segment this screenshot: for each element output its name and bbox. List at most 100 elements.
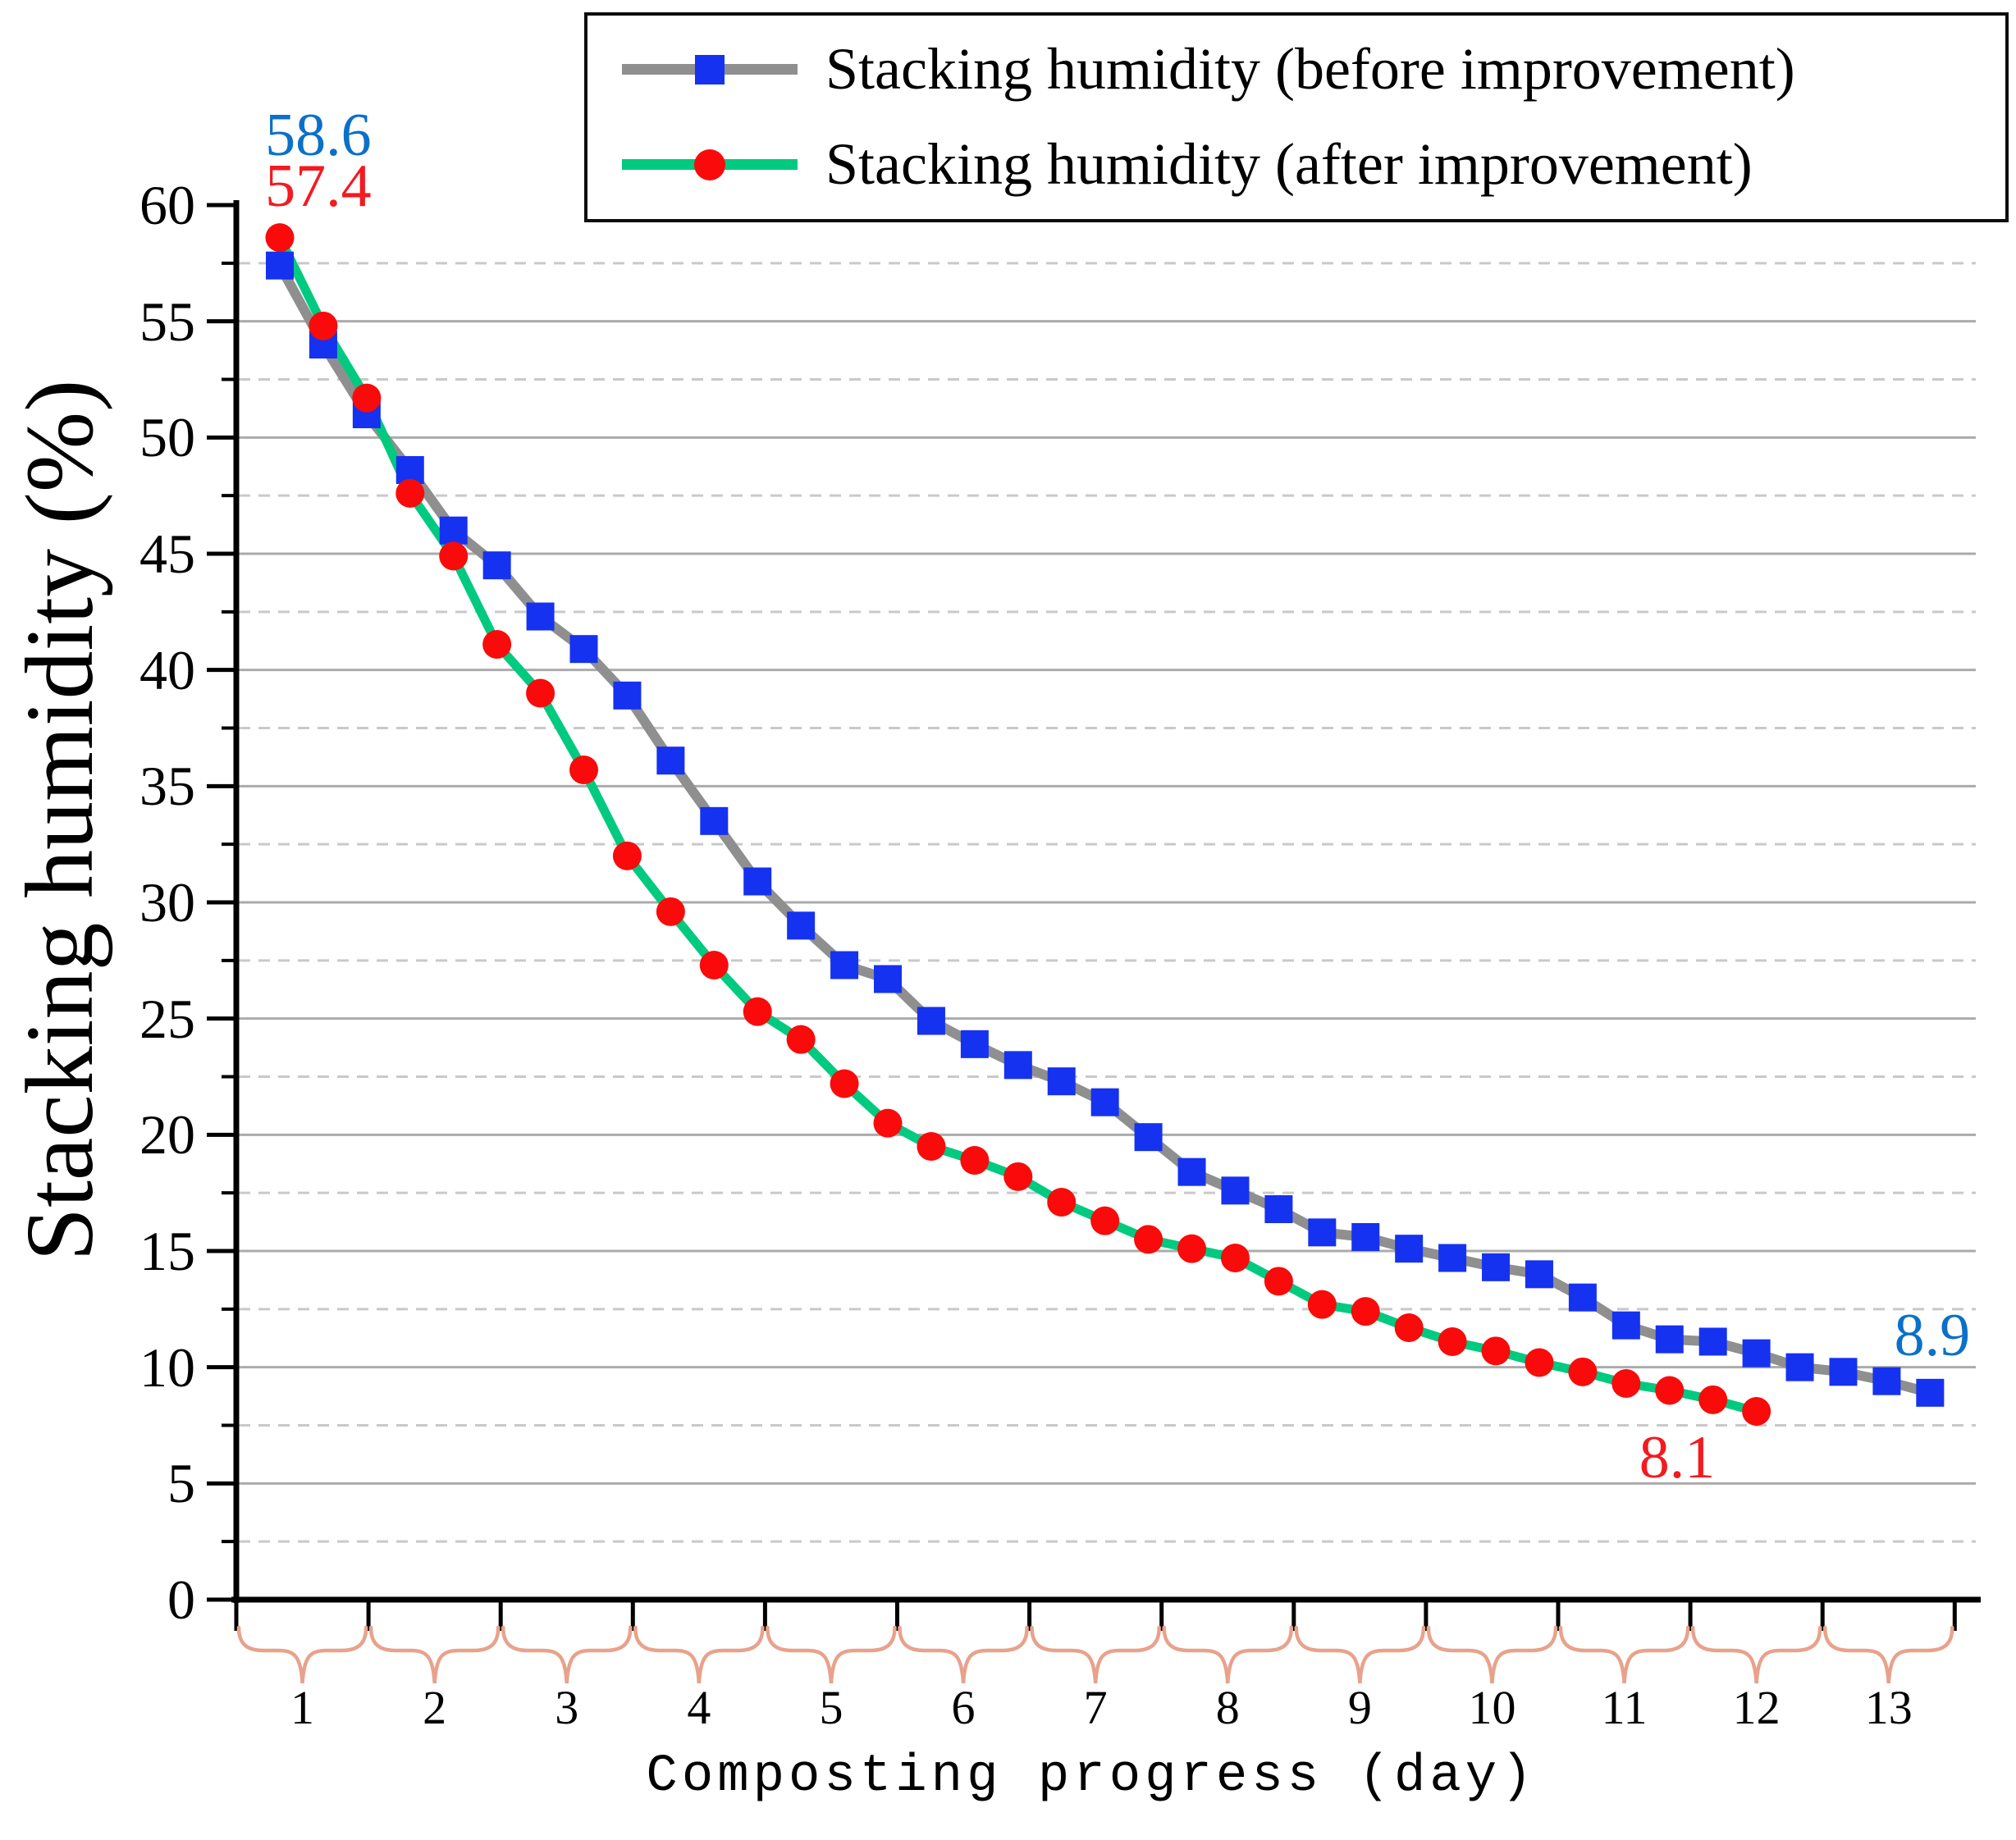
y-tick-label: 40	[139, 638, 195, 701]
marker-after	[1047, 1188, 1077, 1217]
marker-before	[526, 602, 555, 631]
marker-before	[1785, 1353, 1814, 1381]
legend: Stacking humidity (before improvement) S…	[584, 12, 2009, 222]
marker-before	[1090, 1088, 1119, 1116]
marker-after	[439, 541, 469, 571]
marker-after	[1351, 1297, 1380, 1326]
marker-before	[569, 635, 598, 664]
day-brace-icon	[1822, 1625, 1954, 1684]
marker-after	[743, 997, 772, 1026]
legend-square-marker-icon	[695, 55, 725, 84]
marker-before	[1395, 1235, 1424, 1263]
marker-after	[352, 383, 382, 413]
y-tick-label: 20	[139, 1103, 195, 1167]
x-day-label: 13	[1864, 1681, 1913, 1734]
marker-after	[1134, 1225, 1163, 1254]
marker-before	[1829, 1358, 1858, 1386]
x-day-label: 6	[951, 1681, 976, 1734]
marker-before	[1221, 1176, 1250, 1205]
marker-after	[1307, 1290, 1337, 1319]
marker-after	[1655, 1376, 1685, 1405]
marker-after	[569, 756, 599, 785]
marker-after	[1003, 1162, 1033, 1191]
marker-before	[1438, 1244, 1467, 1272]
marker-after	[265, 223, 295, 253]
legend-item-after: Stacking humidity (after improvement)	[622, 132, 1997, 197]
marker-after	[960, 1146, 990, 1176]
day-brace-icon	[633, 1625, 765, 1684]
marker-after	[1090, 1206, 1120, 1235]
legend-label-after: Stacking humidity (after improvement)	[825, 131, 1753, 198]
y-tick-label: 15	[139, 1220, 195, 1282]
annotation-label: 8.9	[1894, 1302, 1971, 1370]
day-brace-icon	[1426, 1625, 1558, 1684]
marker-before	[743, 867, 772, 896]
annotation-label: 57.4	[265, 153, 372, 221]
x-day-label: 10	[1468, 1681, 1516, 1734]
marker-after	[1568, 1357, 1598, 1386]
marker-after	[1698, 1385, 1728, 1414]
marker-before	[1611, 1311, 1640, 1340]
marker-before	[1655, 1325, 1684, 1354]
y-tick-label: 35	[139, 755, 195, 818]
day-brace-icon	[236, 1625, 368, 1684]
marker-after	[830, 1069, 859, 1098]
marker-before	[1742, 1339, 1771, 1367]
marker-before	[960, 1030, 989, 1058]
marker-before	[1482, 1253, 1511, 1281]
day-brace-icon	[1690, 1625, 1822, 1684]
marker-before	[1568, 1283, 1597, 1312]
marker-before	[874, 965, 903, 993]
y-tick-label: 30	[139, 871, 195, 934]
marker-after	[612, 841, 642, 870]
marker-before	[656, 747, 685, 775]
marker-before	[1525, 1260, 1553, 1289]
annotation-label: 58.6	[265, 102, 372, 170]
legend-item-before: Stacking humidity (before improvement)	[622, 37, 1997, 102]
marker-before	[1872, 1367, 1901, 1395]
x-day-label: 5	[819, 1681, 843, 1734]
day-brace-icon	[368, 1625, 501, 1684]
marker-after	[1264, 1267, 1293, 1296]
series-line-after	[276, 235, 1758, 1416]
marker-before	[1134, 1123, 1163, 1152]
y-tick-label: 5	[167, 1452, 195, 1515]
marker-after	[395, 478, 425, 508]
legend-swatch-before	[622, 51, 798, 89]
marker-after	[1611, 1369, 1641, 1399]
marker-after	[1481, 1336, 1511, 1366]
marker-before	[917, 1007, 945, 1035]
y-tick-label: 50	[139, 406, 195, 469]
x-day-label: 12	[1732, 1681, 1781, 1734]
marker-after	[1394, 1313, 1424, 1343]
day-brace-icon	[766, 1625, 897, 1684]
marker-before	[1003, 1051, 1032, 1080]
marker-after	[873, 1108, 903, 1138]
y-tick-label: 60	[139, 174, 195, 237]
marker-before	[1264, 1195, 1293, 1224]
marker-before	[700, 806, 729, 835]
marker-before	[830, 951, 859, 979]
day-brace-icon	[1162, 1625, 1294, 1684]
marker-before	[1916, 1378, 1945, 1407]
marker-before	[613, 681, 642, 710]
day-brace-icon	[898, 1625, 1029, 1684]
marker-before	[1698, 1327, 1727, 1356]
day-brace-icon	[1030, 1625, 1161, 1684]
marker-after	[917, 1132, 946, 1162]
x-day-label: 9	[1347, 1681, 1372, 1734]
annotation-label: 8.1	[1639, 1424, 1716, 1492]
marker-after	[1177, 1234, 1207, 1263]
y-tick-label: 0	[167, 1568, 195, 1631]
day-brace-icon	[1558, 1625, 1690, 1684]
marker-before	[1047, 1067, 1076, 1096]
marker-after	[656, 897, 685, 926]
x-day-label: 4	[687, 1681, 711, 1734]
marker-after	[786, 1025, 816, 1054]
marker-after	[1438, 1327, 1467, 1357]
marker-after	[482, 630, 512, 660]
y-tick-label: 25	[139, 987, 195, 1050]
x-day-label: 8	[1215, 1681, 1240, 1734]
marker-after	[1742, 1397, 1771, 1427]
